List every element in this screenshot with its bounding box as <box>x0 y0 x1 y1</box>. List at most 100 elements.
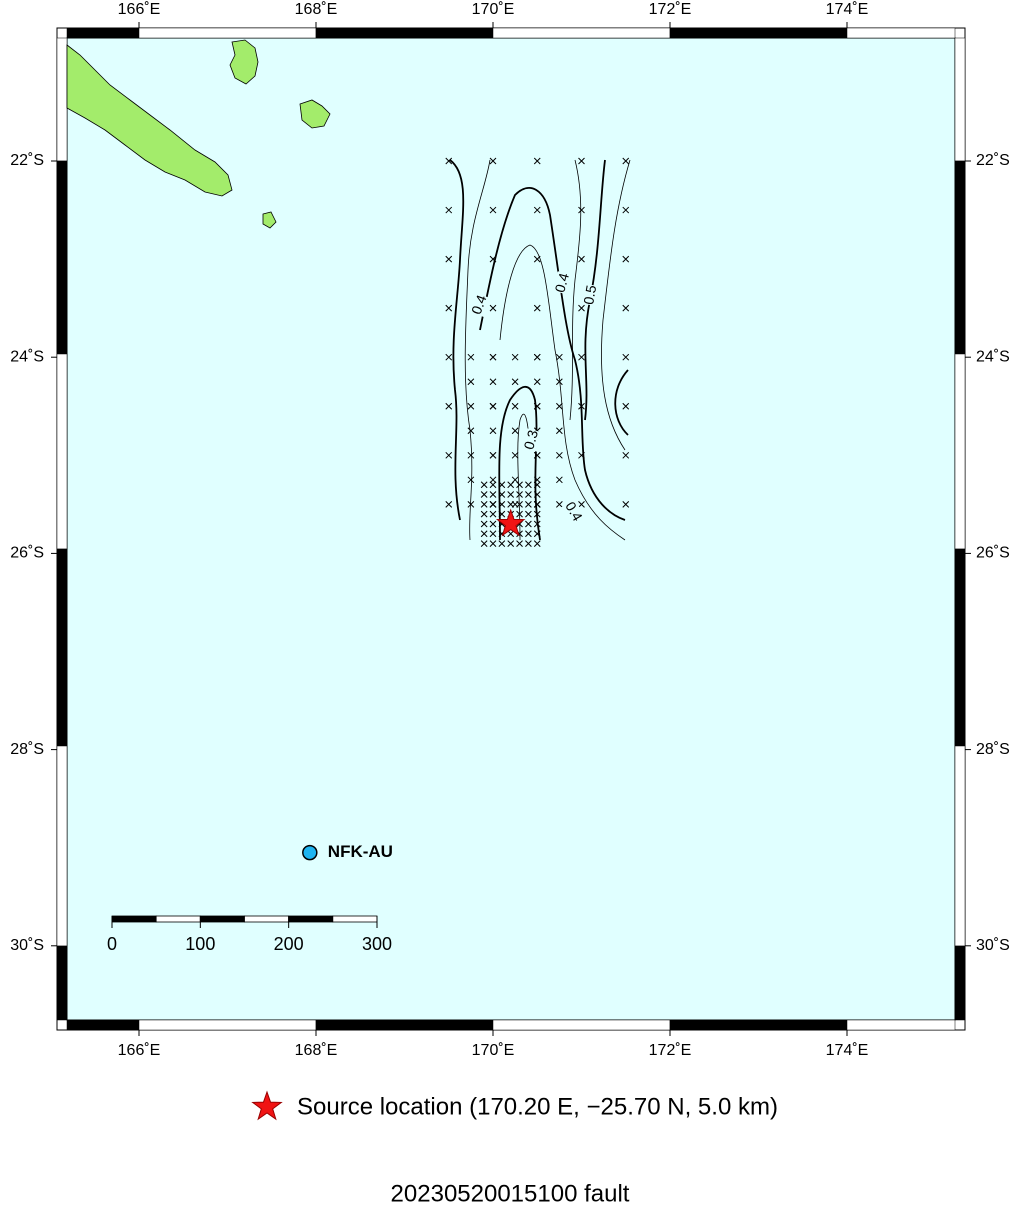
grid-point <box>489 481 497 489</box>
map-title: 20230520015100 fault <box>391 1180 630 1207</box>
lat-tick-label: 26˚S <box>976 545 1010 562</box>
lon-tick-label: 168˚E <box>295 1 338 18</box>
lat-tick-label: 24˚S <box>976 348 1010 365</box>
grid-point <box>525 540 532 547</box>
grid-point <box>525 520 532 528</box>
border-segment <box>315 27 494 39</box>
border-segment <box>954 745 966 947</box>
grid-point <box>578 255 585 263</box>
grid-point <box>525 481 532 489</box>
grid-point <box>489 427 497 435</box>
grid-point <box>511 353 519 361</box>
grid-point <box>533 540 541 547</box>
grid-point <box>533 510 541 518</box>
grid-point <box>511 402 519 410</box>
lon-tick-label: 174˚E <box>826 1 869 18</box>
scale-bar-segment <box>332 915 378 923</box>
border-segment <box>56 353 68 550</box>
land <box>66 39 331 229</box>
grid-point <box>556 500 563 508</box>
border-segment <box>56 37 68 162</box>
grid-point <box>533 476 541 484</box>
border-segment <box>56 745 68 947</box>
grid-point <box>556 353 563 361</box>
grid-point <box>480 530 488 538</box>
grid-point <box>507 481 515 489</box>
grid-point <box>533 378 541 386</box>
border-segment <box>66 27 140 39</box>
grid-point <box>480 500 488 508</box>
grid-point <box>525 510 532 518</box>
labels: 0.40.40.50.30.4 <box>468 271 601 525</box>
contour-label-bg <box>469 292 491 318</box>
grid-point <box>511 378 519 386</box>
grid-point <box>467 451 475 459</box>
grid-point <box>480 481 488 489</box>
border-segment <box>66 1019 140 1031</box>
grid-point <box>498 510 506 518</box>
contour-label: 0.5 <box>580 284 599 306</box>
lat-tick-label: 22˚S <box>10 152 44 169</box>
grid-point <box>467 500 475 508</box>
grid-point <box>578 157 585 165</box>
grid-point <box>533 304 541 312</box>
grid-point <box>622 304 630 312</box>
grid-point <box>445 255 453 263</box>
grid-point <box>489 476 497 484</box>
station-marker <box>302 844 318 861</box>
grid-point <box>525 500 532 508</box>
grid-point <box>467 353 475 361</box>
lon-tick-label: 172˚E <box>649 1042 692 1059</box>
lat-tick-label: 30˚S <box>10 937 44 954</box>
grid-point <box>480 520 488 528</box>
scale-bar-segment <box>199 915 245 923</box>
grid-point <box>556 402 563 410</box>
grid-point <box>556 427 563 435</box>
scale-bar-label: 0 <box>107 934 117 954</box>
lat-tick-label: 22˚S <box>976 152 1010 169</box>
grid-point <box>489 378 497 386</box>
border-segment <box>669 27 848 39</box>
grid-point <box>507 500 515 508</box>
grid-point <box>489 451 497 459</box>
grid-point <box>489 530 497 538</box>
lat-tick-label: 26˚S <box>10 545 44 562</box>
contour-label-bg <box>552 271 574 295</box>
contour-label: 0.4 <box>468 292 490 316</box>
grid-point <box>516 540 523 547</box>
grid-point <box>516 481 523 489</box>
lat-tick-label: 24˚S <box>10 348 44 365</box>
border-segment <box>954 160 966 355</box>
grid-point <box>445 500 453 508</box>
grid-point <box>578 353 585 361</box>
grid-point <box>533 353 541 361</box>
legend-text: Source location (170.20 E, −25.70 N, 5.0… <box>297 1093 778 1120</box>
grid-point <box>489 520 497 528</box>
grid-point <box>467 427 475 435</box>
border-segment <box>954 945 966 1021</box>
grid-point <box>489 304 497 312</box>
scale-bar-label: 200 <box>274 934 304 954</box>
grid-point <box>498 500 506 508</box>
grid-point <box>533 520 541 528</box>
grid-point <box>480 491 488 498</box>
contour-label: 0.3 <box>521 428 542 451</box>
grid-point <box>489 255 497 263</box>
grid-point <box>622 255 630 263</box>
grid-point <box>467 402 475 410</box>
grid-point <box>533 500 541 508</box>
grid-point <box>556 476 563 484</box>
scale-bar-segment <box>111 915 157 923</box>
grid-point <box>498 540 506 547</box>
border-segment <box>56 548 68 747</box>
grid-point <box>556 451 563 459</box>
grid-point <box>445 402 453 410</box>
grid-point <box>525 530 532 538</box>
grid-point <box>511 451 519 459</box>
grid-point <box>578 500 585 508</box>
border-segment <box>954 37 966 162</box>
border-segment <box>846 27 956 39</box>
grid-point <box>445 353 453 361</box>
grid-point <box>622 157 630 165</box>
grid-point <box>556 378 563 386</box>
